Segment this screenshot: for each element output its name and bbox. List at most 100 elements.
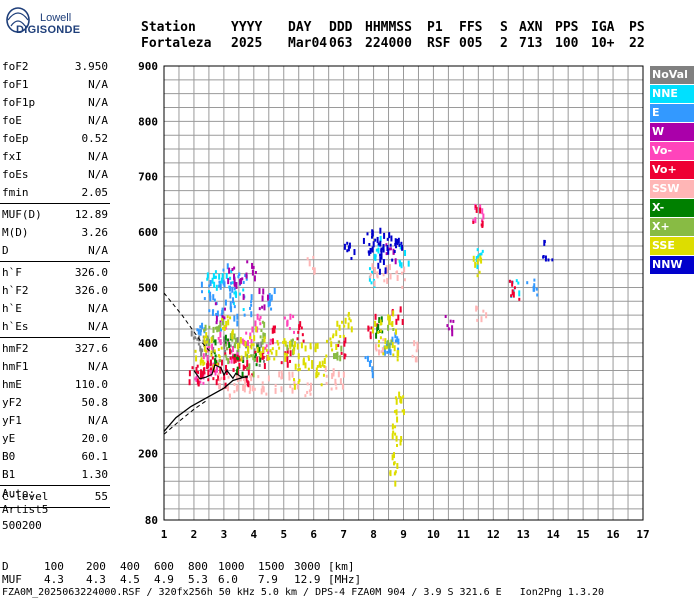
echo-point-ssw: [311, 267, 314, 271]
echo-point-sse: [283, 338, 286, 345]
echo-point-ssw: [226, 385, 229, 392]
echo-point-sse: [388, 315, 391, 322]
echo-point-ssw: [249, 385, 252, 392]
echo-point-vo-: [280, 361, 283, 365]
echo-point-sse: [380, 322, 383, 326]
echo-point-x-: [225, 343, 228, 347]
echo-point-w: [227, 278, 230, 285]
echo-point-nne: [207, 290, 210, 294]
echo-point-nne: [399, 246, 402, 250]
echo-point-nne: [242, 288, 245, 292]
echo-point-x-: [237, 349, 240, 353]
distance-value: 1500: [258, 560, 285, 573]
echo-point-noval: [212, 346, 215, 353]
echo-point-sse: [304, 345, 307, 352]
echo-point-sse: [384, 345, 387, 349]
echo-point-sse: [336, 320, 339, 327]
echo-point-sse: [402, 395, 405, 399]
echo-point-sse: [271, 347, 274, 351]
echo-point-x-: [224, 354, 227, 358]
echo-point-vo-: [210, 367, 213, 371]
param-value: N/A: [88, 360, 108, 373]
echo-point-x-: [227, 338, 230, 342]
echo-point-nne: [214, 275, 217, 279]
echo-point-x-: [339, 355, 342, 362]
echo-point-nne: [477, 254, 480, 258]
echo-point-vo-: [475, 206, 478, 213]
param-row: h`F2 326.0: [0, 282, 112, 300]
echo-point-ssw: [280, 370, 283, 374]
echo-point-e: [532, 285, 535, 292]
echo-point-x-: [234, 342, 237, 349]
echo-point-vo-: [271, 339, 274, 343]
echo-point-nne: [374, 254, 377, 261]
echo-point-vo-: [259, 322, 262, 326]
legend-item-sse: SSE: [650, 237, 694, 255]
echo-point-sse: [396, 443, 399, 447]
header-label-11: PS: [629, 20, 645, 35]
echo-point-vo-: [191, 366, 194, 370]
echo-point-sse: [226, 315, 229, 319]
echo-point-ssw: [339, 378, 342, 385]
muf-value: 7.9: [258, 573, 278, 586]
echo-point-nne: [479, 253, 482, 257]
legend-item-ssw: SSW: [650, 180, 694, 198]
echo-point-x-: [246, 366, 249, 370]
echo-point-ssw: [414, 356, 417, 363]
echo-point-sse: [325, 354, 328, 358]
echo-point-vo-: [261, 356, 264, 360]
echo-point-w: [451, 330, 454, 337]
param-value: N/A: [88, 414, 108, 427]
echo-point-e: [535, 287, 538, 291]
echo-point-w: [254, 271, 257, 275]
echo-point-nne: [225, 272, 228, 279]
echo-point-vo-: [219, 367, 222, 374]
echo-point-nnw: [397, 237, 400, 244]
param-label: B1: [2, 468, 16, 481]
param-label: fmin: [2, 186, 29, 199]
y-tick-label: 700: [138, 171, 158, 184]
echo-point-sse: [302, 359, 305, 366]
echo-point-e: [209, 295, 212, 302]
echo-point-vo-: [369, 336, 372, 340]
echo-point-vo-: [209, 363, 212, 367]
echo-point-ssw: [334, 382, 337, 386]
distance-value: [km]: [328, 560, 355, 573]
distance-value: 600: [154, 560, 174, 573]
param-value: N/A: [88, 150, 108, 163]
echo-point-sse: [393, 345, 396, 352]
param-value: 20.0: [81, 432, 109, 445]
param-label: B0: [2, 450, 16, 463]
echo-point-e: [371, 372, 374, 379]
echo-point-e: [229, 301, 232, 308]
echo-point-vo-: [220, 359, 223, 366]
echo-point-vo-: [267, 350, 270, 354]
echo-point-ssw: [382, 338, 385, 342]
legend-item-x-: X-: [650, 199, 694, 217]
echo-point-e: [371, 366, 374, 373]
echo-point-sse: [325, 339, 328, 343]
echo-point-sse: [389, 471, 392, 475]
echo-point-sse: [321, 360, 324, 367]
distance-value: 3000: [294, 560, 321, 573]
param-value: N/A: [88, 96, 108, 109]
echo-point-ssw: [371, 263, 374, 270]
echo-point-sse: [202, 359, 205, 366]
param-value: N/A: [88, 320, 108, 333]
echo-point-ssw: [380, 350, 383, 354]
echo-point-e: [269, 299, 272, 303]
echo-point-ssw: [242, 384, 245, 391]
param-label: h`F2: [2, 284, 29, 297]
echo-point-vo-: [343, 340, 346, 347]
echo-point-sse: [391, 454, 394, 461]
echo-point-vo-: [197, 370, 200, 374]
echo-point-vo-: [259, 315, 262, 319]
echo-point-sse: [231, 329, 234, 336]
echo-point-vo-: [245, 376, 248, 383]
echo-point-e: [397, 338, 400, 345]
echo-point-ssw: [400, 271, 403, 275]
x-tick-label: 13: [517, 528, 530, 541]
echo-point-x-: [259, 335, 262, 339]
echo-point-x-: [214, 339, 217, 346]
echo-point-nne: [370, 281, 373, 285]
